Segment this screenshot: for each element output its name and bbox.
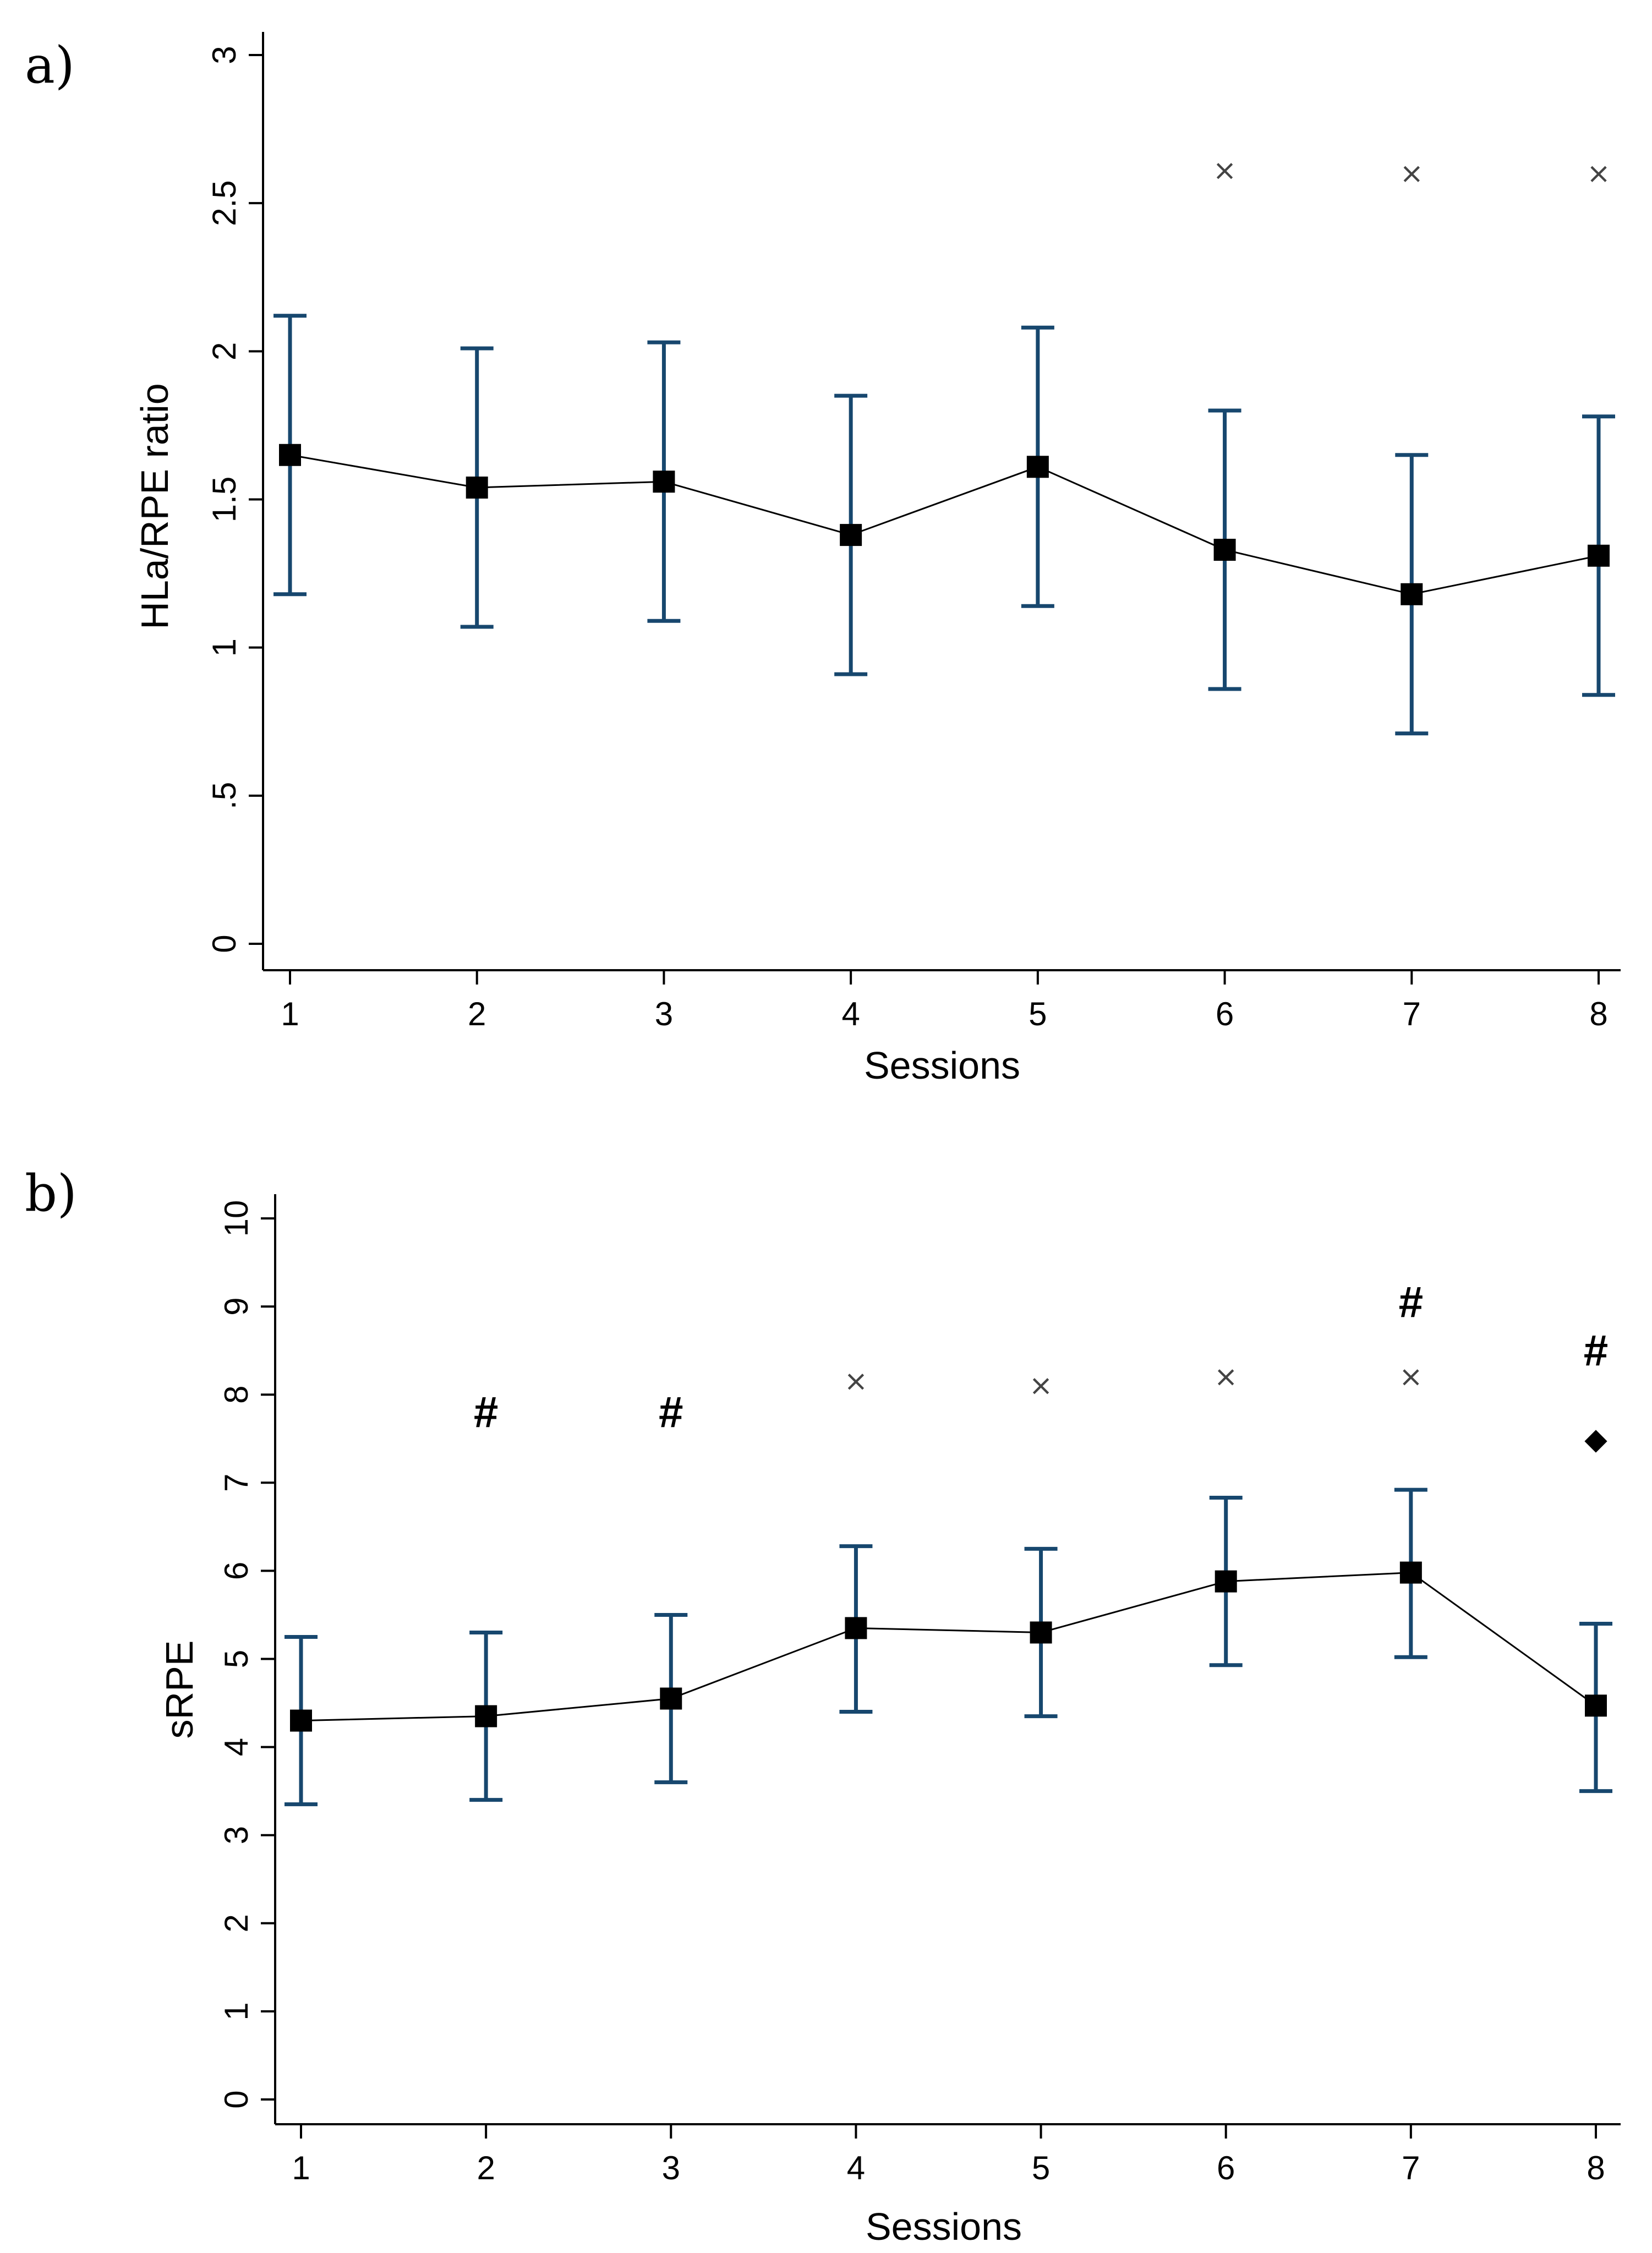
x-tick-label: 6 [1217, 2150, 1235, 2186]
data-point-marker [845, 1617, 867, 1639]
y-tick-label: 4 [218, 1738, 255, 1756]
x-tick-label: 4 [841, 996, 860, 1032]
panel-b-markers [290, 1561, 1607, 1732]
x-tick-label: 2 [468, 996, 486, 1032]
x-tick-label: 7 [1402, 2150, 1420, 2186]
y-tick-label: 2.5 [206, 180, 243, 226]
annotation-x: × [1214, 1360, 1238, 1393]
annotation-x: × [844, 1365, 868, 1398]
panel-b-ticks: 0 1 2 3 4 5 6 7 8 9 10 1 2 3 4 5 6 7 8 [218, 1194, 1621, 2186]
series-line [289, 454, 1599, 595]
data-point-marker [653, 471, 675, 493]
y-tick-label: 2 [206, 342, 243, 360]
data-point-marker [475, 1705, 497, 1727]
data-point-marker [1215, 1570, 1237, 1593]
x-tick-label: 5 [1032, 2150, 1050, 2186]
data-point-marker [660, 1687, 682, 1710]
y-tick-label: 0 [218, 2090, 255, 2108]
y-tick-label: 9 [218, 1297, 255, 1315]
series-line [300, 1572, 1596, 1722]
annotation-x: × [1587, 157, 1611, 190]
data-point-marker [279, 444, 301, 466]
y-tick-label: 8 [218, 1386, 255, 1404]
panel-a-annotations: × × × [1213, 154, 1611, 190]
y-tick-label: 6 [218, 1562, 255, 1580]
y-tick-label: 1 [218, 2002, 255, 2020]
panel-b-label: b) [25, 1164, 77, 1223]
annotation-x: × [1399, 1360, 1423, 1393]
x-tick-label: 2 [477, 2150, 495, 2186]
x-tick-label: 6 [1216, 996, 1234, 1032]
annotation-hash: # [1399, 1278, 1424, 1327]
panel-b-annotations: # # × × × # × # ◆ [474, 1278, 1608, 1456]
y-tick-label: 1 [206, 638, 243, 657]
panel-a-markers [279, 444, 1610, 605]
annotation-x: × [1399, 157, 1424, 190]
data-point-marker [290, 1709, 312, 1732]
y-tick-label: 0 [206, 934, 243, 953]
panel-a-series-line [289, 454, 1599, 595]
y-tick-label: 2 [218, 1914, 255, 1932]
x-tick-label: 7 [1403, 996, 1421, 1032]
panel-b-series-line [300, 1572, 1596, 1722]
x-tick-label: 3 [655, 996, 673, 1032]
data-point-marker [466, 476, 488, 499]
panel-b-errorbars [285, 1488, 1612, 1807]
annotation-diamond: ◆ [1584, 1421, 1607, 1456]
annotation-x: × [1213, 154, 1237, 187]
data-point-marker [1399, 1561, 1422, 1584]
x-tick-label: 8 [1589, 996, 1607, 1032]
x-tick-label: 1 [292, 2150, 310, 2186]
panel-a-ticks: 0 .5 1 1.5 2 2.5 3 1 2 3 4 5 6 7 8 [206, 32, 1621, 1032]
annotation-hash: # [659, 1388, 683, 1437]
y-tick-label: 7 [218, 1474, 255, 1492]
chart-panel-a: a) HLa/RPE ratio Sessions 0 .5 1 1.5 2 2.5 3 1 2… [25, 32, 1621, 1087]
panel-a-errorbars [273, 314, 1615, 736]
data-point-marker [1030, 1621, 1052, 1644]
x-tick-label: 5 [1029, 996, 1047, 1032]
data-point-marker [1213, 539, 1236, 561]
annotation-hash: # [1584, 1326, 1609, 1375]
panel-a-label: a) [25, 36, 75, 95]
x-tick-label: 1 [281, 996, 299, 1032]
panel-b-y-axis-title: sRPE [158, 1640, 201, 1739]
y-tick-label: 3 [218, 1826, 255, 1844]
x-tick-label: 3 [662, 2150, 680, 2186]
data-point-marker [1401, 583, 1423, 605]
panel-a-x-axis-title: Sessions [864, 1044, 1020, 1087]
y-tick-label: 10 [218, 1200, 255, 1237]
y-tick-label: 3 [206, 46, 243, 64]
data-point-marker [840, 524, 862, 546]
y-tick-label: 5 [218, 1650, 255, 1668]
panel-b-x-axis-title: Sessions [866, 2205, 1022, 2248]
y-tick-label: 1.5 [206, 477, 243, 522]
annotation-x: × [1029, 1369, 1053, 1402]
data-point-marker [1585, 1694, 1607, 1717]
data-point-marker [1026, 456, 1049, 478]
y-tick-label: .5 [206, 782, 243, 810]
panel-a-y-axis-title: HLa/RPE ratio [133, 383, 176, 629]
x-tick-label: 8 [1587, 2150, 1605, 2186]
annotation-hash: # [474, 1388, 499, 1437]
x-tick-label: 4 [847, 2150, 865, 2186]
data-point-marker [1588, 544, 1610, 567]
